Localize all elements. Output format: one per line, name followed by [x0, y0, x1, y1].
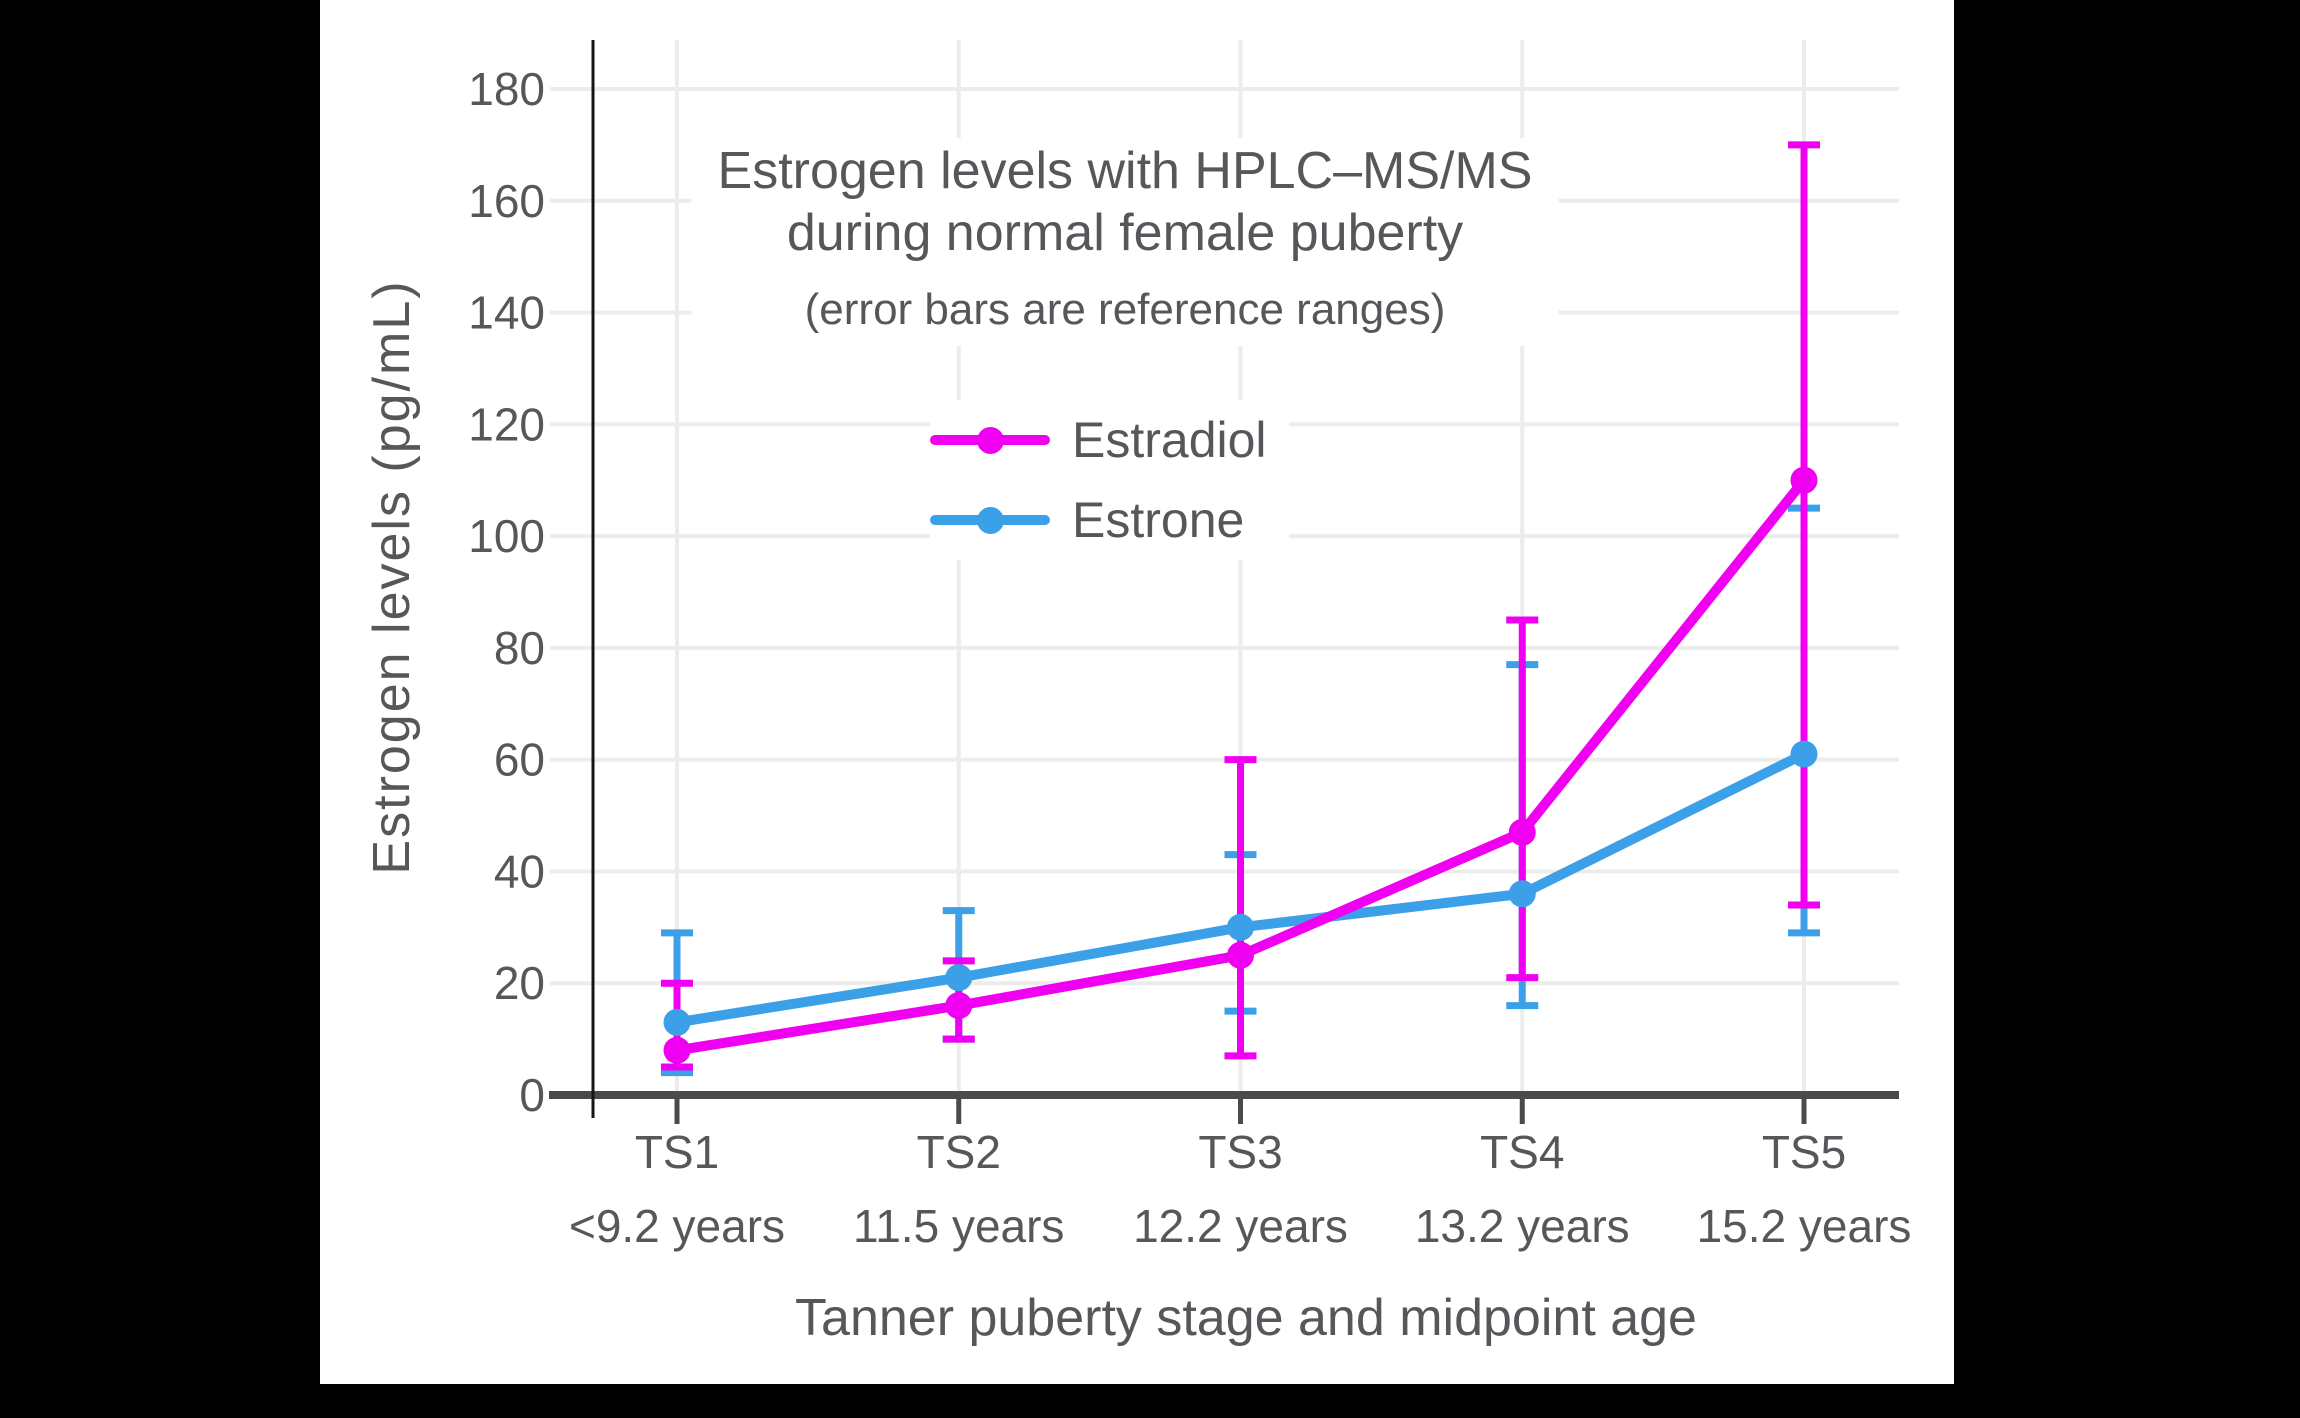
y-tick-label: 80 — [494, 622, 545, 674]
estradiol-line-marker-icon — [930, 424, 1050, 456]
x-tick-age-label: 12.2 years — [1133, 1200, 1348, 1252]
y-tick-label: 100 — [468, 510, 545, 562]
chart-title-line1: Estrogen levels with HPLC–MS/MS — [717, 142, 1533, 200]
x-tick-stage-label: TS1 — [635, 1126, 719, 1178]
chart-figure: 0 20 40 60 80 100 120 140 160 180 TS1 <9.2 years TS2… — [320, 0, 1954, 1384]
y-tick-label: 140 — [468, 287, 545, 339]
y-tick-label: 0 — [519, 1069, 545, 1121]
legend-item-estradiol: Estradiol — [930, 400, 1267, 480]
y-tick-labels: 0 20 40 60 80 100 120 140 160 180 — [468, 63, 545, 1121]
data-point-marker — [945, 964, 973, 992]
chart-subtitle: (error bars are reference ranges) — [804, 285, 1446, 334]
data-point-marker — [945, 992, 973, 1020]
estrone-line-marker-icon — [930, 504, 1050, 536]
x-tick-age-label: 13.2 years — [1415, 1200, 1630, 1252]
legend-label-estradiol: Estradiol — [1072, 412, 1267, 468]
series-estrone — [663, 740, 1818, 1036]
x-tick-age-label: 11.5 years — [853, 1200, 1064, 1252]
y-tick-label: 20 — [494, 957, 545, 1009]
x-tick-age-label: 15.2 years — [1697, 1200, 1912, 1252]
data-point-marker — [1508, 880, 1536, 908]
series-estradiol — [663, 466, 1818, 1064]
y-tick-label: 160 — [468, 175, 545, 227]
data-point-marker — [1227, 913, 1254, 941]
data-point-marker — [1508, 818, 1536, 846]
chart-title-line2: during normal female puberty — [786, 204, 1464, 262]
x-tick-stage-label: TS3 — [1198, 1126, 1282, 1178]
y-axis-title: Estrogen levels (pg/mL) — [363, 279, 421, 875]
legend-marker-dot — [976, 506, 1004, 534]
axes — [549, 40, 1899, 1124]
x-tick-stage-label: TS5 — [1762, 1126, 1846, 1178]
x-tick-stage-label: TS2 — [917, 1126, 1001, 1178]
data-point-marker — [1790, 466, 1818, 494]
data-point-marker — [663, 1036, 691, 1064]
y-tick-label: 40 — [494, 845, 545, 897]
x-tick-age-label: <9.2 years — [569, 1200, 785, 1252]
y-tick-label: 120 — [468, 398, 545, 450]
data-point-marker — [1227, 941, 1254, 969]
x-tick-labels: TS1 <9.2 years TS2 11.5 years TS3 12.2 years T… — [569, 1126, 1911, 1252]
legend-marker-dot — [976, 426, 1004, 454]
chart-title-block: Estrogen levels with HPLC–MS/MS during n… — [691, 138, 1559, 346]
legend-label-estrone: Estrone — [1072, 492, 1245, 548]
data-point-marker — [663, 1008, 691, 1036]
data-point-marker — [1790, 740, 1818, 768]
legend: Estradiol Estrone — [930, 400, 1289, 560]
x-axis-title: Tanner puberty stage and midpoint age — [795, 1289, 1697, 1347]
y-tick-label: 180 — [468, 63, 545, 115]
y-tick-label: 60 — [494, 734, 545, 786]
legend-item-estrone: Estrone — [930, 480, 1267, 560]
x-tick-stage-label: TS4 — [1480, 1126, 1564, 1178]
error-bars-estradiol — [661, 141, 1820, 1071]
